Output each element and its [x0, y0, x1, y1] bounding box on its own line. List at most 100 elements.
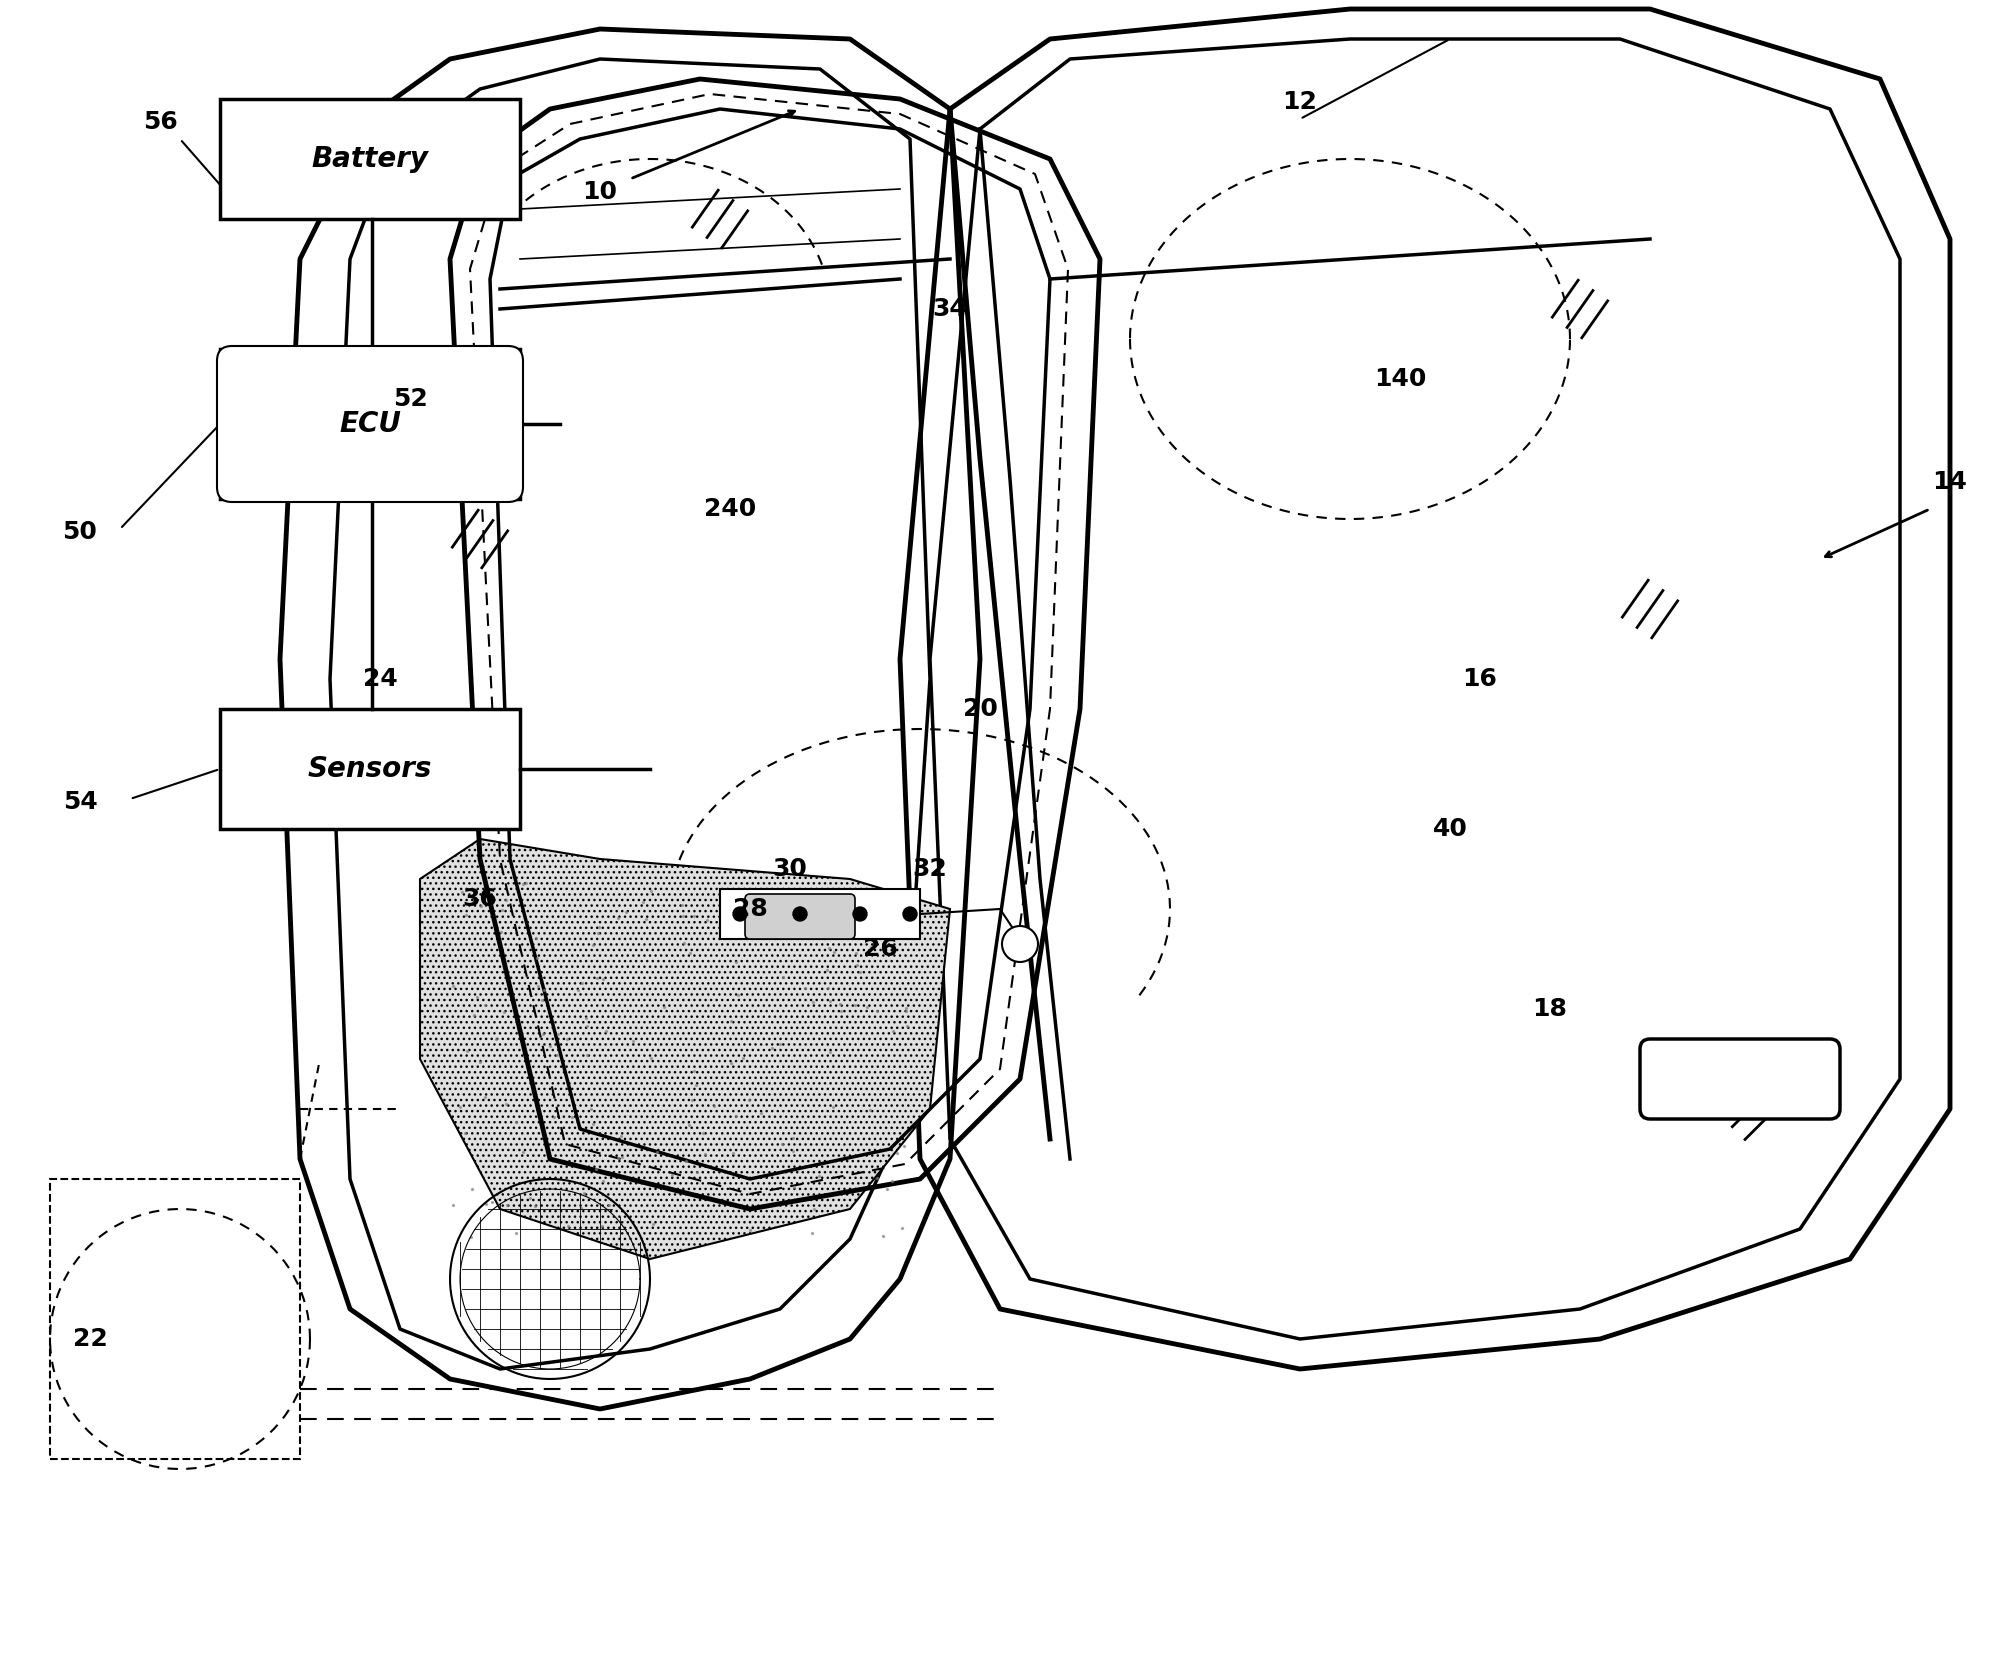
Point — [602, 1145, 634, 1171]
Point — [769, 883, 801, 909]
Text: 16: 16 — [1463, 667, 1497, 692]
Point — [855, 902, 887, 929]
Text: 32: 32 — [913, 858, 948, 881]
Point — [734, 1218, 767, 1244]
Circle shape — [1002, 926, 1038, 962]
Point — [469, 1085, 501, 1112]
Polygon shape — [421, 839, 950, 1259]
Point — [525, 987, 557, 1014]
Text: Sensors: Sensors — [308, 755, 433, 783]
Text: 10: 10 — [583, 179, 618, 204]
Point — [602, 904, 634, 931]
Point — [648, 994, 680, 1020]
Bar — [219, 348, 519, 499]
Point — [465, 893, 497, 919]
Text: 14: 14 — [1934, 469, 1968, 494]
Point — [678, 1058, 710, 1085]
Point — [674, 939, 706, 966]
Point — [855, 934, 887, 961]
Point — [897, 921, 930, 947]
Text: 28: 28 — [732, 898, 767, 921]
Text: 22: 22 — [72, 1327, 107, 1350]
Point — [521, 972, 553, 999]
Circle shape — [853, 907, 867, 921]
Point — [521, 926, 553, 952]
Point — [885, 1214, 917, 1241]
FancyBboxPatch shape — [1640, 1039, 1841, 1120]
Point — [777, 1138, 809, 1165]
Point — [668, 929, 700, 956]
Point — [670, 1148, 702, 1175]
Point — [565, 969, 598, 995]
Point — [839, 992, 871, 1019]
Point — [825, 997, 857, 1024]
Point — [688, 1140, 720, 1166]
Text: 240: 240 — [704, 498, 757, 521]
Point — [437, 974, 469, 1000]
Point — [513, 1185, 545, 1211]
Point — [469, 992, 501, 1019]
Point — [698, 1093, 730, 1120]
Point — [569, 1004, 602, 1030]
Bar — [720, 889, 919, 939]
Text: 140: 140 — [1374, 367, 1427, 392]
Point — [606, 1123, 638, 1150]
Point — [680, 1158, 712, 1185]
Point — [640, 1138, 672, 1165]
Point — [459, 1002, 491, 1029]
Point — [889, 995, 921, 1022]
Text: 26: 26 — [863, 937, 897, 961]
Point — [841, 952, 873, 979]
Bar — [219, 708, 519, 830]
Point — [583, 914, 616, 941]
Point — [811, 957, 843, 984]
Point — [871, 1175, 903, 1201]
FancyBboxPatch shape — [744, 894, 855, 939]
Text: 52: 52 — [392, 387, 427, 411]
Point — [437, 1193, 469, 1219]
Point — [819, 939, 851, 966]
Point — [726, 1045, 759, 1072]
Point — [489, 999, 521, 1025]
Point — [628, 889, 660, 916]
Point — [813, 934, 845, 961]
Point — [551, 1213, 583, 1239]
Point — [539, 1103, 571, 1130]
Point — [861, 997, 893, 1024]
Point — [634, 1045, 666, 1072]
Point — [475, 1190, 507, 1216]
Point — [716, 1140, 748, 1166]
Point — [767, 1130, 799, 1156]
Point — [779, 1173, 811, 1199]
Text: 54: 54 — [62, 790, 97, 815]
Point — [672, 1112, 704, 1138]
Point — [817, 1093, 849, 1120]
Point — [732, 1087, 765, 1113]
Point — [630, 906, 662, 932]
Point — [839, 939, 871, 966]
Point — [491, 888, 523, 914]
Text: Battery: Battery — [312, 144, 429, 173]
Point — [744, 1100, 777, 1126]
Circle shape — [793, 907, 807, 921]
Text: 30: 30 — [773, 858, 807, 881]
Point — [777, 1125, 809, 1151]
Point — [797, 876, 829, 902]
Point — [577, 1110, 610, 1136]
FancyBboxPatch shape — [217, 347, 523, 503]
Point — [875, 1168, 907, 1194]
Point — [712, 889, 744, 916]
Point — [789, 975, 821, 1002]
Point — [443, 1093, 475, 1120]
Point — [636, 878, 668, 904]
Point — [720, 949, 752, 975]
Point — [579, 1155, 612, 1181]
Point — [509, 869, 541, 896]
Point — [485, 898, 517, 924]
Point — [594, 1191, 626, 1218]
Point — [877, 1017, 909, 1044]
Point — [688, 1120, 720, 1146]
Point — [451, 901, 483, 927]
Point — [732, 909, 765, 936]
Point — [471, 1191, 503, 1218]
